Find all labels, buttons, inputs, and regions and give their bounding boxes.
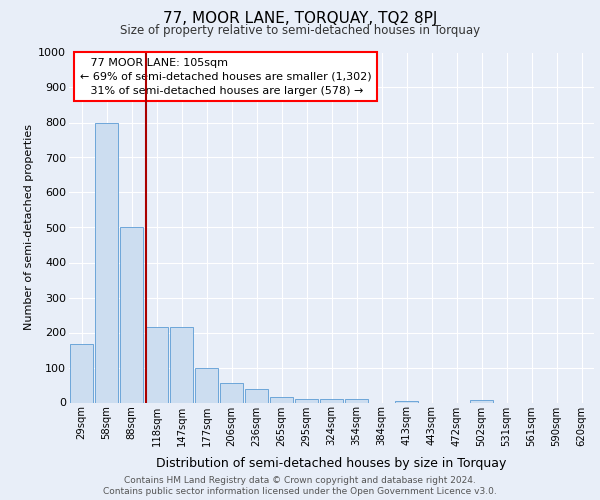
Bar [320, 399, 343, 402]
Bar [95, 122, 118, 402]
Bar [345, 399, 368, 402]
Bar [170, 327, 193, 402]
Text: 77 MOOR LANE: 105sqm
← 69% of semi-detached houses are smaller (1,302)
   31% of: 77 MOOR LANE: 105sqm ← 69% of semi-detac… [79, 58, 371, 96]
Text: Contains public sector information licensed under the Open Government Licence v3: Contains public sector information licen… [103, 487, 497, 496]
Bar [195, 368, 218, 402]
Text: Size of property relative to semi-detached houses in Torquay: Size of property relative to semi-detach… [120, 24, 480, 37]
Bar [70, 344, 93, 402]
Bar [395, 401, 418, 402]
Bar [295, 399, 318, 402]
Text: 77, MOOR LANE, TORQUAY, TQ2 8PJ: 77, MOOR LANE, TORQUAY, TQ2 8PJ [163, 11, 437, 26]
Text: Contains HM Land Registry data © Crown copyright and database right 2024.: Contains HM Land Registry data © Crown c… [124, 476, 476, 485]
Bar [245, 389, 268, 402]
Bar [470, 400, 493, 402]
X-axis label: Distribution of semi-detached houses by size in Torquay: Distribution of semi-detached houses by … [157, 457, 506, 470]
Bar [220, 383, 243, 402]
Bar [120, 228, 143, 402]
Y-axis label: Number of semi-detached properties: Number of semi-detached properties [24, 124, 34, 330]
Bar [145, 327, 168, 402]
Bar [270, 397, 293, 402]
